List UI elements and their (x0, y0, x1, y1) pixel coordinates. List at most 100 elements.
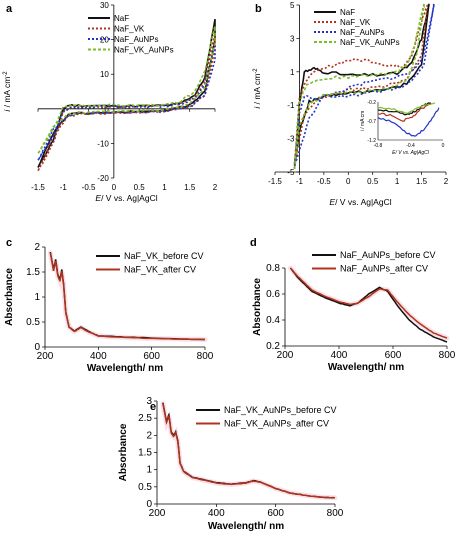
y-tick-label: -20 (97, 174, 109, 183)
inset-y-tick-label: -1.2 (367, 138, 376, 144)
series-line-c-1 (49, 252, 205, 341)
x-tick-label: 600 (267, 508, 284, 519)
x-tick-label: -1.5 (31, 183, 45, 192)
y-axis-label-c: Absorbance (4, 268, 15, 326)
inset-series-line (377, 103, 431, 122)
legend-label-e: NaF_VK_AuNPs_before CV (224, 405, 337, 415)
y-tick-label: 0 (34, 342, 40, 353)
panel-d: d 200 400 600 800 0.2 0.4 0.6 0.8 Wavelength/ nm A… (250, 237, 456, 373)
series-line-d-0 (289, 267, 448, 343)
inset-background (360, 96, 449, 158)
inset-x-tick-label: -0.4 (406, 143, 415, 149)
y-tick-label: 2 (34, 242, 40, 253)
legend-label-a: NaF_VK_AuNPs (114, 46, 174, 55)
legend-label-b: NaF_VK_AuNPs (340, 38, 400, 47)
panel-letter-d: d (250, 237, 257, 249)
series-line-b-NaF_VK_AuNPs (293, 3, 425, 169)
legend-label-d: NaF_AuNPs_before CV (340, 250, 436, 260)
x-tick-label: -0.5 (317, 177, 331, 186)
inset-y-tick-label: -0.7 (367, 119, 376, 125)
y-tick-label: 20 (100, 36, 109, 45)
y-tick-label: 0.5 (26, 317, 40, 328)
legend-label-d: NaF_AuNPs_after CV (340, 264, 428, 274)
y-tick-label: -5 (287, 168, 295, 177)
y-tick-label: -10 (97, 139, 109, 148)
y-tick-label: 1.5 (26, 267, 40, 278)
series-line-a-NaF_VK (37, 32, 216, 172)
x-tick-label: 1.5 (184, 183, 196, 192)
legend-label-b: NaF_AuNPs (340, 28, 384, 37)
x-tick-label: -1.5 (268, 177, 282, 186)
series-line-e-1 (162, 403, 336, 499)
inset-series-line (377, 107, 440, 137)
x-tick-label: 800 (327, 508, 344, 519)
inset-y-label: i / mA cm (360, 111, 366, 132)
panel-c: c 200 400 600 800 0 0.5 1 1.5 2 Wavelength/ nm Abso… (4, 237, 214, 374)
x-tick-label: 1.5 (416, 177, 428, 186)
y-axis-label-d: Absorbance (252, 278, 263, 336)
inset-y-tick-label: -0.2 (367, 100, 376, 106)
x-tick-label: 200 (37, 351, 54, 362)
y-tick-label: 0 (104, 105, 109, 114)
x-tick-label: 200 (149, 508, 166, 519)
legend-label-a: NaF (114, 14, 129, 23)
x-tick-label: 2 (213, 183, 218, 192)
x-tick-label: 400 (90, 351, 107, 362)
y-tick-label: 2 (146, 430, 152, 441)
y-tick-label: 30 (100, 1, 109, 10)
x-axis-label-b: E/ V vs. Ag|AgCl (329, 197, 391, 207)
x-tick-label: 800 (439, 350, 456, 361)
y-tick-label: 5 (290, 1, 295, 10)
x-tick-label: 800 (197, 351, 214, 362)
x-tick-label: 400 (331, 350, 348, 361)
panel-e: e 200 400 600 800 0 0.5 1 1.5 2 2.5 3 Wavelength/ nm… (118, 396, 344, 532)
panel-letter-a: a (6, 3, 13, 15)
legend-label-a: NaF_VK (114, 25, 145, 34)
y-tick-label: -1 (287, 101, 295, 110)
y-tick-label: 2.5 (138, 413, 152, 424)
inset-x-tick-label: 0 (442, 143, 445, 149)
x-axis-label-d: Wavelength/ nm (328, 362, 404, 373)
y-tick-label: 1 (34, 292, 40, 303)
x-tick-label: 600 (143, 351, 160, 362)
y-tick-label: 3 (290, 34, 295, 43)
y-tick-label: 0.8 (266, 263, 280, 274)
panel-a: a -1.5 -1 -0.5 0 0.5 1 1.5 2 -20 -10 0 10 20 30 E/ V vs… (2, 1, 218, 203)
inset-series-line (377, 102, 436, 114)
x-tick-label: 0.5 (367, 177, 379, 186)
series-line-d-1 (289, 267, 448, 339)
panel-letter-b: b (255, 3, 262, 15)
y-tick-label: -3 (287, 135, 295, 144)
x-tick-label: 1 (162, 183, 167, 192)
y-axis-label-b: i / mA cm-2 (252, 68, 262, 109)
x-tick-label: 1 (395, 177, 400, 186)
series-line-a-NaF_VK_AuNPs (37, 25, 216, 155)
y-tick-label: 1 (146, 465, 152, 476)
y-tick-label: 10 (100, 70, 109, 79)
y-tick-label: 1.5 (138, 448, 152, 459)
x-axis-label-a: E/ V vs. Ag|AgCl (95, 193, 157, 203)
inset-x-tick-label: -0.8 (374, 143, 383, 149)
y-tick-label: 1 (290, 68, 295, 77)
panel-b: b -1.5 -1 -0.5 0 0.5 1 1.5 2 -5 -3 -1 1 3 5 E/ V vs. Ag… (252, 1, 449, 207)
x-tick-label: 0 (112, 183, 117, 192)
y-tick-label: 0.6 (266, 289, 280, 300)
legend-label-b: NaF (340, 8, 355, 17)
x-tick-label: 2 (444, 177, 449, 186)
x-tick-label: -0.5 (82, 183, 96, 192)
x-tick-label: 200 (277, 350, 294, 361)
legend-label-e: NaF_VK_AuNPs_after CV (224, 419, 329, 429)
x-axis-label-c: Wavelength/ nm (87, 363, 163, 374)
y-tick-label: 3 (146, 396, 152, 407)
x-tick-label: 0 (346, 177, 351, 186)
legend-label-c: NaF_VK_before CV (124, 251, 204, 261)
y-tick-label: 0.2 (266, 341, 280, 352)
inset-x-label: E/ V vs. Ag|AgCl (392, 150, 430, 156)
y-axis-label-a: i / mA cm-2 (2, 71, 12, 112)
y-axis-label-e: Absorbance (118, 423, 129, 481)
panel-letter-e: e (150, 401, 156, 413)
legend-label-c: NaF_VK_after CV (124, 265, 196, 275)
x-tick-label: 0.5 (134, 183, 146, 192)
x-tick-label: 600 (385, 350, 402, 361)
